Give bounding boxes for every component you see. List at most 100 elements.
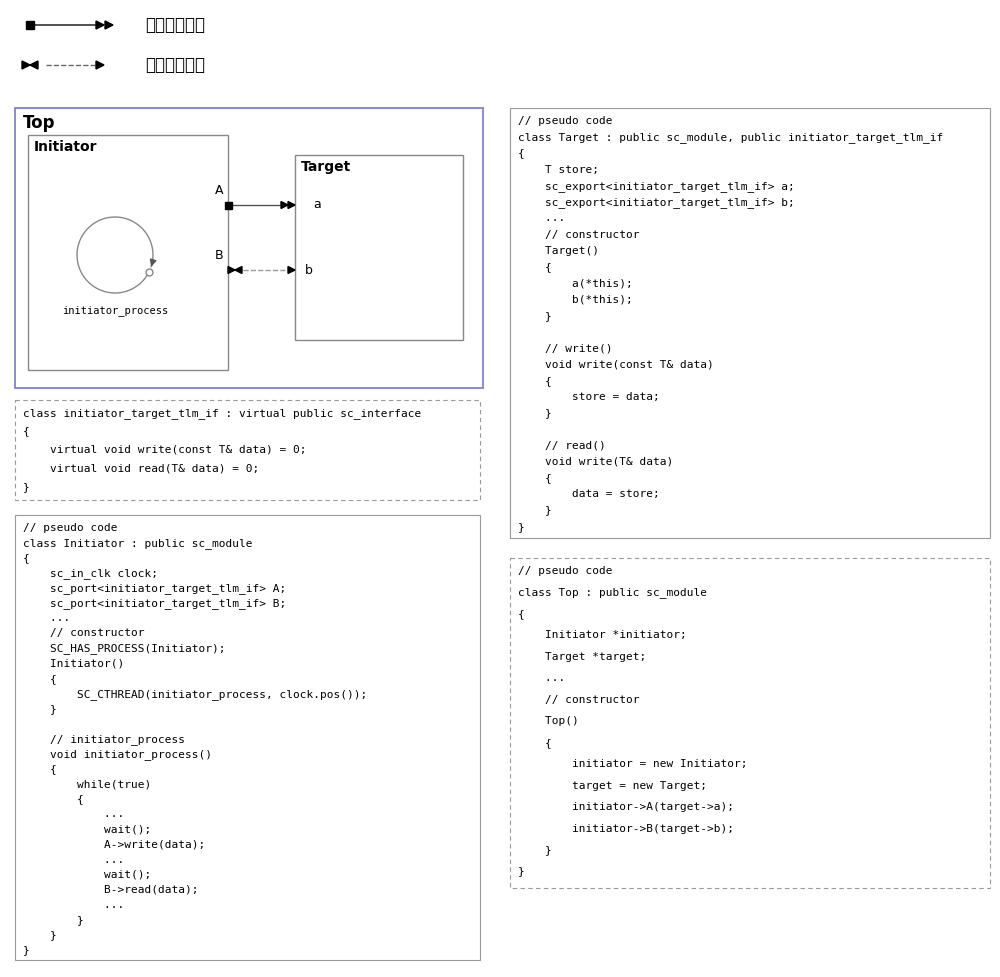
Text: sc_in_clk clock;: sc_in_clk clock;: [23, 569, 158, 579]
Text: // constructor: // constructor: [23, 628, 144, 639]
Text: Initiator: Initiator: [34, 140, 98, 154]
Text: sc_export<initiator_target_tlm_if> a;: sc_export<initiator_target_tlm_if> a;: [518, 181, 795, 191]
Text: Target: Target: [301, 160, 351, 174]
Text: B: B: [214, 249, 223, 262]
Text: {: {: [23, 764, 57, 774]
Text: ...: ...: [23, 855, 124, 865]
Text: class initiator_target_tlm_if : virtual public sc_interface: class initiator_target_tlm_if : virtual …: [23, 408, 421, 419]
Polygon shape: [235, 267, 242, 274]
Text: SC_CTHREAD(initiator_process, clock.pos());: SC_CTHREAD(initiator_process, clock.pos(…: [23, 689, 367, 700]
Bar: [15, 400, 480, 500]
Text: }: }: [518, 505, 552, 516]
Polygon shape: [96, 61, 104, 69]
Text: Initiator(): Initiator(): [23, 658, 124, 668]
Text: }: }: [23, 930, 57, 940]
Text: {: {: [518, 262, 552, 272]
Text: }: }: [23, 945, 30, 955]
Text: class Target : public sc_module, public initiator_target_tlm_if: class Target : public sc_module, public …: [518, 132, 943, 144]
Text: // initiator_process: // initiator_process: [23, 734, 185, 744]
Text: Top: Top: [23, 114, 56, 132]
Text: ...: ...: [23, 809, 124, 820]
Text: void initiator_process(): void initiator_process(): [23, 749, 212, 760]
Text: sc_port<initiator_target_tlm_if> A;: sc_port<initiator_target_tlm_if> A;: [23, 583, 286, 594]
Text: // constructor: // constructor: [518, 695, 640, 704]
Text: initiator->B(target->b);: initiator->B(target->b);: [518, 824, 734, 833]
Text: 事务级写接口: 事务级写接口: [145, 16, 205, 34]
Text: // pseudo code: // pseudo code: [23, 523, 118, 533]
Text: initiator = new Initiator;: initiator = new Initiator;: [518, 759, 748, 769]
Text: a(*this);: a(*this);: [518, 278, 633, 288]
Text: }: }: [518, 845, 552, 855]
Text: }: }: [23, 703, 57, 714]
Text: B->read(data);: B->read(data);: [23, 884, 198, 895]
Text: a: a: [313, 198, 321, 211]
Text: virtual void read(T& data) = 0;: virtual void read(T& data) = 0;: [23, 463, 259, 473]
Text: Target *target;: Target *target;: [518, 652, 646, 661]
Text: {: {: [518, 609, 525, 619]
Text: ...: ...: [23, 614, 70, 623]
Text: // read(): // read(): [518, 441, 606, 450]
Bar: [295, 155, 463, 340]
Text: {: {: [518, 473, 552, 483]
Text: A: A: [214, 184, 223, 197]
Bar: [15, 515, 480, 960]
Text: 事务级读接口: 事务级读接口: [145, 56, 205, 74]
Text: sc_port<initiator_target_tlm_if> B;: sc_port<initiator_target_tlm_if> B;: [23, 598, 286, 610]
Text: while(true): while(true): [23, 780, 151, 789]
Text: {: {: [23, 426, 30, 437]
Text: ...: ...: [518, 673, 565, 683]
Polygon shape: [281, 201, 288, 208]
Polygon shape: [30, 61, 38, 69]
Text: }: }: [23, 914, 84, 925]
Text: class Top : public sc_module: class Top : public sc_module: [518, 587, 707, 598]
Text: {: {: [518, 738, 552, 747]
Text: class Initiator : public sc_module: class Initiator : public sc_module: [23, 538, 252, 549]
Text: A->write(data);: A->write(data);: [23, 839, 205, 849]
Bar: [510, 558, 990, 888]
Text: data = store;: data = store;: [518, 489, 660, 499]
Polygon shape: [228, 267, 235, 274]
Text: T store;: T store;: [518, 165, 599, 175]
Text: ...: ...: [518, 213, 565, 224]
Text: {: {: [23, 794, 84, 804]
Text: initiator_process: initiator_process: [62, 305, 168, 316]
Text: void write(const T& data): void write(const T& data): [518, 360, 714, 369]
Text: // pseudo code: // pseudo code: [518, 116, 612, 126]
Text: {: {: [23, 674, 57, 684]
Polygon shape: [288, 267, 295, 274]
Text: b(*this);: b(*this);: [518, 294, 633, 305]
Text: }: }: [518, 311, 552, 320]
Bar: [26, 21, 34, 29]
Text: void write(T& data): void write(T& data): [518, 457, 673, 467]
Text: store = data;: store = data;: [518, 392, 660, 402]
Polygon shape: [96, 21, 104, 29]
Text: // write(): // write(): [518, 343, 612, 354]
Text: }: }: [518, 867, 525, 876]
Text: // constructor: // constructor: [518, 230, 640, 239]
Text: SC_HAS_PROCESS(Initiator);: SC_HAS_PROCESS(Initiator);: [23, 644, 226, 655]
Text: sc_export<initiator_target_tlm_if> b;: sc_export<initiator_target_tlm_if> b;: [518, 197, 795, 208]
Polygon shape: [22, 61, 30, 69]
Bar: [15, 108, 483, 388]
Text: initiator->A(target->a);: initiator->A(target->a);: [518, 802, 734, 812]
Text: Top(): Top(): [518, 716, 579, 726]
Text: }: }: [23, 482, 30, 491]
Text: }: }: [518, 408, 552, 418]
Text: wait();: wait();: [23, 870, 151, 879]
Text: Target(): Target(): [518, 246, 599, 256]
Text: Initiator *initiator;: Initiator *initiator;: [518, 630, 687, 640]
Text: {: {: [518, 149, 525, 158]
Text: virtual void write(const T& data) = 0;: virtual void write(const T& data) = 0;: [23, 445, 306, 455]
Text: b: b: [305, 264, 313, 276]
Text: }: }: [518, 522, 525, 531]
Bar: [28, 135, 228, 370]
Polygon shape: [105, 21, 113, 29]
Text: ...: ...: [23, 900, 124, 910]
Bar: [510, 108, 990, 538]
Text: {: {: [23, 553, 30, 563]
Polygon shape: [288, 201, 295, 208]
Text: wait();: wait();: [23, 825, 151, 834]
Text: {: {: [518, 376, 552, 386]
Bar: [224, 201, 232, 208]
Text: // pseudo code: // pseudo code: [518, 566, 612, 576]
